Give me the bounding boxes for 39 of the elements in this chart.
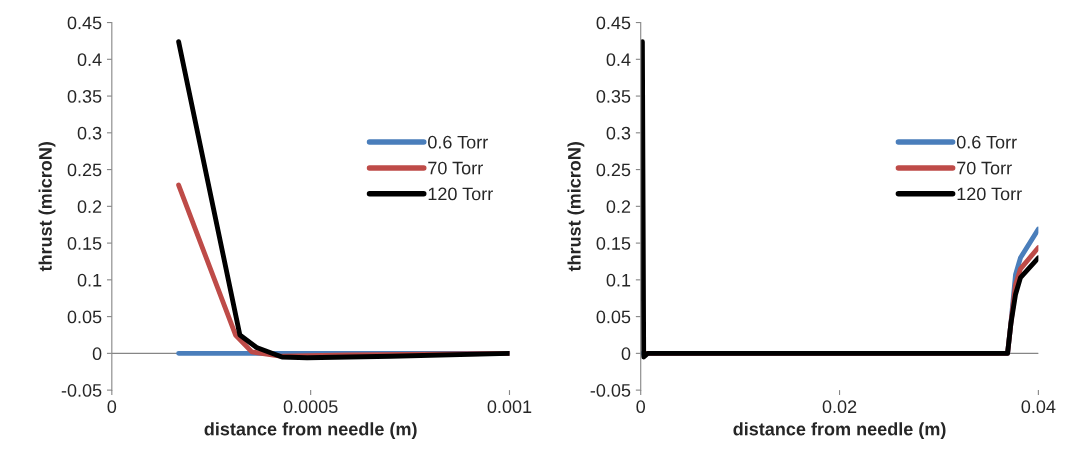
x-tick-label: 0.0005 [283,400,338,414]
y-tick-label: 0.35 [67,90,102,103]
y-axis-title: thrust (microN) [567,142,585,272]
x-tick-label: 0 [107,400,117,414]
y-tick-label: 0.25 [67,163,102,177]
y-tick-label: 0.05 [67,310,102,324]
x-axis-title: distance from needle (m) [733,422,946,440]
y-tick-label: -0.05 [590,384,631,397]
y-tick-label: 0.05 [596,310,631,324]
y-axis-title: thrust (microN) [38,142,56,272]
y-tick-label: 0.15 [67,237,102,250]
y-tick-label: 0.4 [77,53,102,67]
line-series [176,39,510,361]
y-tick-label: 0.2 [606,200,631,214]
y-tick-label: 0.3 [606,126,631,140]
y-tick-label: 0.35 [596,90,631,103]
legend-label: 0.6 Torr [956,135,1017,149]
legend-label: 70 Torr [428,161,483,175]
y-tick-label: 0.25 [596,163,631,177]
y-tick-label: 0.45 [596,16,631,30]
y-tick-label: 0.1 [77,273,102,287]
y-tick-label: 0.15 [596,237,631,250]
y-tick-label: 0 [92,347,102,361]
x-axis-title: distance from needle (m) [204,422,417,440]
y-tick-label: -0.05 [61,384,102,397]
y-tick-label: 0.4 [606,53,631,67]
x-tick-label: 0 [636,400,646,414]
x-tick-label: 0.02 [822,400,857,414]
legend-label: 120 Torr [428,187,493,201]
y-tick-label: 0.45 [67,16,102,30]
x-tick-label: 0.04 [1021,400,1056,414]
legend-label: 0.6 Torr [428,135,488,149]
y-tick-label: 0.2 [77,200,102,214]
y-tick-label: 0.1 [606,273,631,287]
legend-label: 70 Torr [957,161,1012,175]
y-tick-label: 0.3 [77,126,102,140]
legend-label: 120 Torr [957,187,1022,201]
x-tick-label: 0.001 [487,400,532,414]
y-tick-label: 0 [621,347,631,361]
